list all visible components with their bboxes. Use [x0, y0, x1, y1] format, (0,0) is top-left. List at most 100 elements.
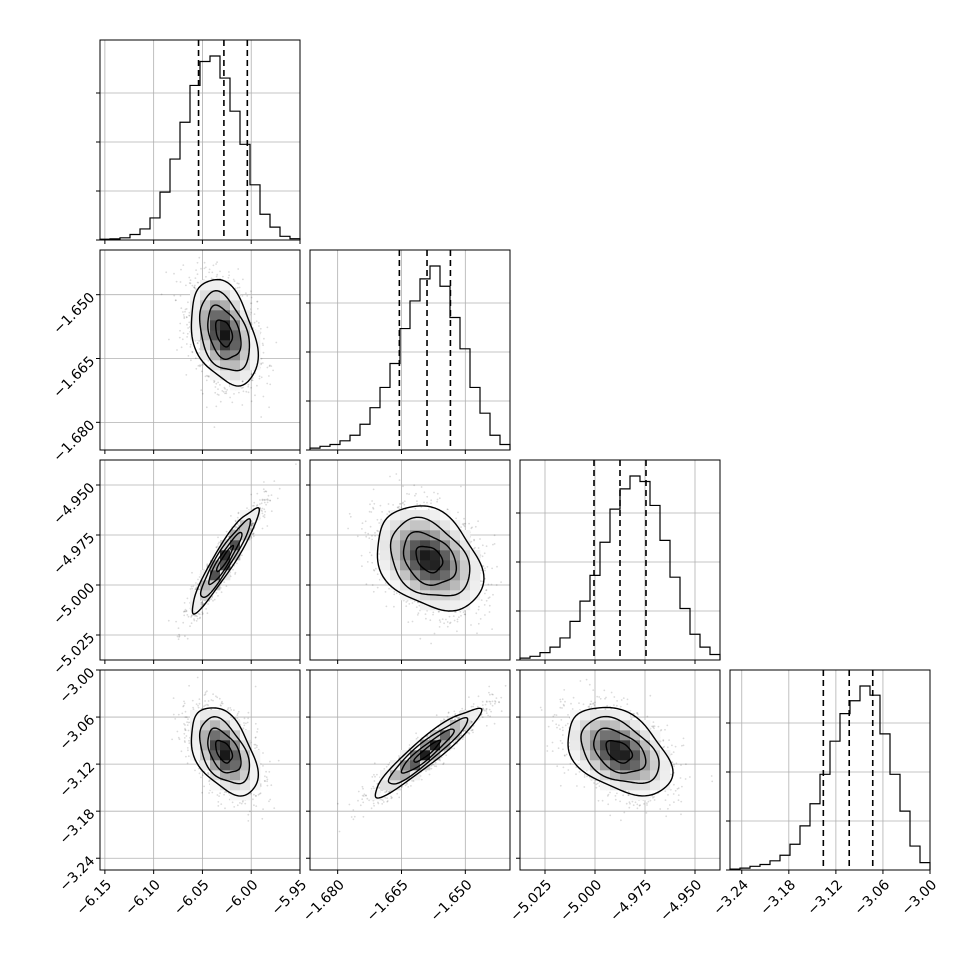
scatter-point [258, 375, 261, 378]
scatter-point [228, 271, 230, 273]
scatter-point [234, 571, 237, 574]
scatter-point [208, 268, 211, 271]
scatter-point [268, 365, 271, 367]
scatter-point [178, 633, 181, 636]
scatter-point [455, 517, 457, 520]
scatter-point [194, 277, 197, 279]
scatter-point [233, 280, 236, 282]
scatter-point [217, 388, 219, 390]
scatter-point [180, 268, 182, 271]
scatter-point [201, 602, 204, 604]
scatter-point [473, 538, 475, 541]
scatter-point [256, 384, 258, 387]
scatter-point [438, 626, 441, 628]
scatter-point [183, 614, 186, 617]
scatter-point [459, 610, 462, 613]
scatter-point [205, 608, 208, 610]
scatter-point [184, 635, 186, 638]
scatter-point [387, 503, 390, 505]
scatter-point [199, 616, 202, 619]
scatter-point [423, 491, 426, 494]
scatter-point [462, 611, 465, 613]
scatter-point [179, 329, 181, 332]
scatter-point [225, 530, 228, 533]
contour-level [208, 531, 243, 586]
scatter-point [200, 605, 202, 608]
scatter-point [184, 608, 187, 611]
scatter-point [445, 618, 447, 621]
scatter-point [266, 326, 269, 329]
panel-1-0 [96, 247, 301, 454]
scatter-point [187, 355, 190, 357]
scatter-point [251, 522, 254, 524]
scatter-point [160, 293, 163, 296]
scatter-point [182, 264, 185, 266]
scatter-point [485, 545, 488, 548]
scatter-point [419, 637, 422, 640]
density-cell [200, 340, 211, 351]
scatter-point [470, 624, 472, 626]
scatter-point [196, 615, 199, 618]
scatter-point [426, 501, 428, 504]
scatter-point [426, 495, 429, 498]
scatter-point [348, 512, 351, 515]
scatter-point [463, 517, 465, 520]
scatter-point [268, 375, 270, 377]
scatter-point [193, 619, 196, 622]
scatter-point [484, 567, 486, 570]
scatter-point [260, 376, 263, 379]
scatter-point [183, 317, 186, 320]
scatter-point [193, 286, 196, 289]
scatter-point [223, 581, 226, 583]
scatter-point [237, 511, 240, 514]
scatter-point [364, 531, 367, 534]
panel-2-0 [96, 459, 301, 664]
scatter-point [266, 382, 269, 385]
scatter-point [255, 504, 258, 507]
scatter-point [191, 350, 194, 353]
scatter-point [258, 377, 261, 380]
scatter-point [265, 490, 268, 493]
scatter-point [206, 563, 209, 566]
scatter-point [231, 401, 234, 404]
scatter-point [193, 287, 196, 289]
scatter-point [228, 535, 231, 538]
scatter-point [256, 300, 258, 303]
density-cell [230, 360, 241, 371]
scatter-point [195, 586, 198, 589]
scatter-point [448, 615, 451, 618]
scatter-point [198, 364, 201, 367]
scatter-point [250, 535, 253, 538]
scatter-point [186, 614, 189, 616]
scatter-point [261, 499, 264, 502]
scatter-point [192, 585, 195, 588]
scatter-point [200, 364, 203, 366]
scatter-point [415, 492, 417, 495]
scatter-point [205, 275, 207, 278]
scatter-point [416, 503, 419, 505]
scatter-point [250, 373, 253, 376]
scatter-point [432, 611, 435, 614]
scatter-point [250, 493, 253, 496]
scatter-point [260, 363, 262, 366]
scatter-point [222, 275, 224, 278]
scatter-point [185, 316, 188, 319]
density-cell [200, 570, 211, 581]
scatter-point [263, 499, 266, 501]
scatter-point [261, 342, 264, 345]
scatter-point [196, 273, 199, 276]
density-cell [200, 350, 211, 361]
scatter-point [234, 519, 237, 522]
scatter-point [241, 380, 244, 382]
scatter-point [249, 528, 252, 530]
scatter-point [270, 510, 273, 513]
scatter-point [480, 569, 483, 572]
scatter-point [295, 463, 297, 465]
scatter-point [261, 512, 264, 515]
scatter-point [232, 278, 235, 281]
scatter-point [236, 526, 239, 529]
scatter-point [216, 247, 218, 249]
scatter-point [188, 311, 191, 314]
scatter-point [241, 380, 244, 383]
scatter-point [268, 406, 270, 409]
